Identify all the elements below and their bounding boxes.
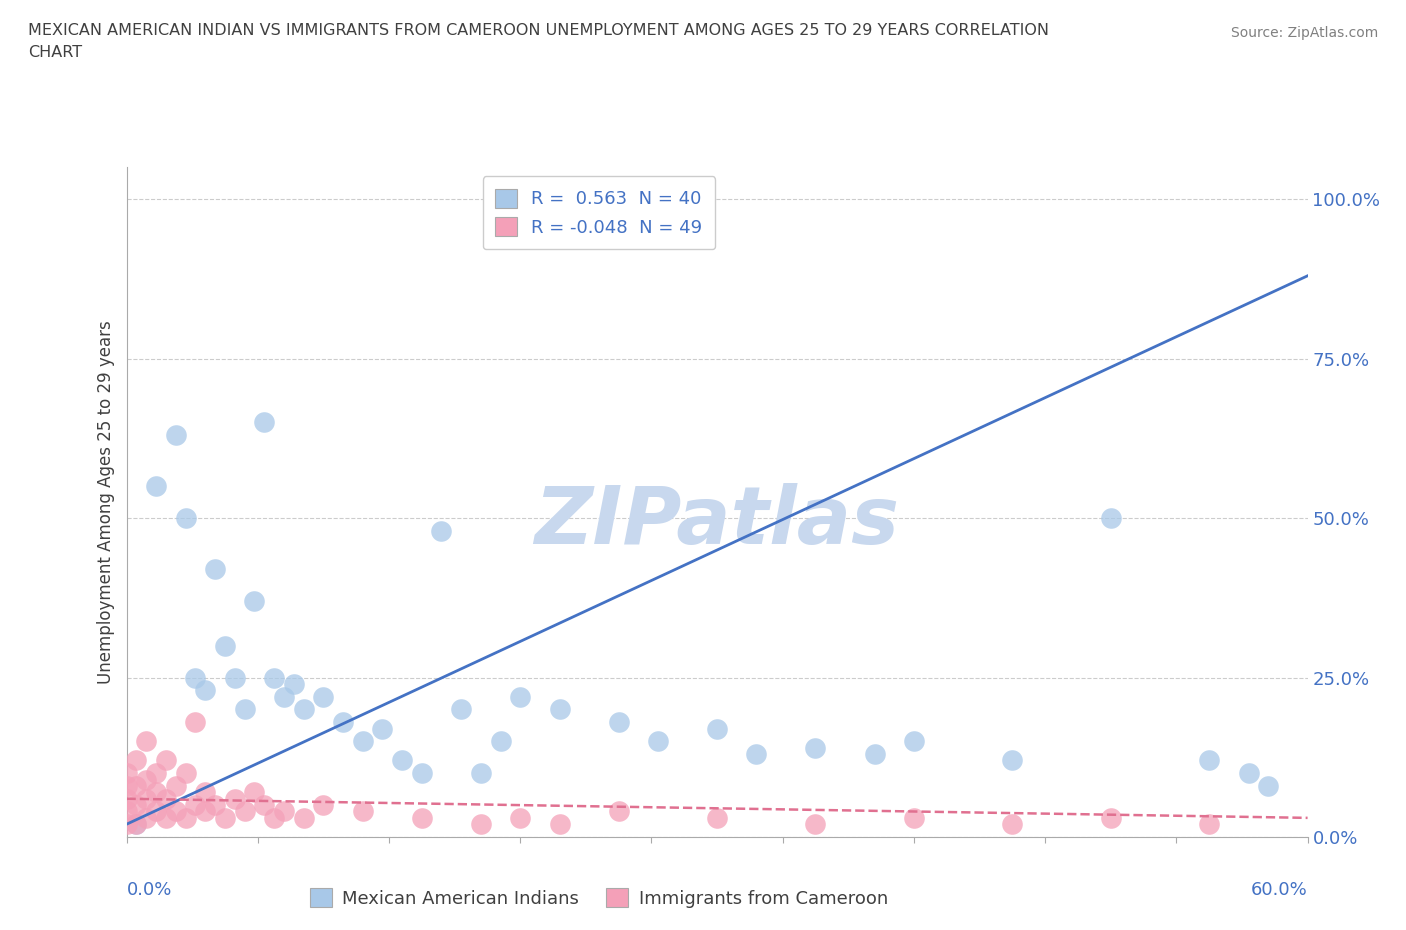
- Point: [1001, 817, 1024, 831]
- Point: [1099, 511, 1122, 525]
- Point: [135, 734, 157, 749]
- Point: [607, 804, 630, 819]
- Point: [125, 778, 148, 793]
- Point: [184, 671, 207, 685]
- Point: [253, 415, 276, 430]
- Point: [745, 747, 768, 762]
- Point: [115, 804, 138, 819]
- Point: [253, 798, 276, 813]
- Point: [115, 817, 138, 831]
- Point: [1237, 765, 1260, 780]
- Point: [194, 785, 217, 800]
- Point: [145, 479, 167, 494]
- Point: [214, 638, 236, 653]
- Point: [1001, 753, 1024, 768]
- Point: [135, 810, 157, 825]
- Legend: Mexican American Indians, Immigrants from Cameroon: Mexican American Indians, Immigrants fro…: [302, 882, 896, 915]
- Point: [273, 804, 295, 819]
- Point: [145, 765, 167, 780]
- Point: [1257, 778, 1279, 793]
- Point: [804, 817, 827, 831]
- Point: [903, 810, 925, 825]
- Y-axis label: Unemployment Among Ages 25 to 29 years: Unemployment Among Ages 25 to 29 years: [97, 320, 115, 684]
- Point: [145, 785, 167, 800]
- Point: [371, 721, 394, 736]
- Point: [184, 715, 207, 730]
- Text: Source: ZipAtlas.com: Source: ZipAtlas.com: [1230, 26, 1378, 40]
- Point: [312, 798, 335, 813]
- Point: [292, 810, 315, 825]
- Point: [273, 689, 295, 704]
- Point: [332, 715, 354, 730]
- Point: [125, 753, 148, 768]
- Point: [804, 740, 827, 755]
- Point: [548, 817, 571, 831]
- Point: [174, 511, 197, 525]
- Point: [155, 753, 177, 768]
- Point: [391, 753, 413, 768]
- Point: [430, 524, 453, 538]
- Point: [125, 817, 148, 831]
- Point: [263, 671, 285, 685]
- Point: [174, 810, 197, 825]
- Point: [312, 689, 335, 704]
- Point: [548, 702, 571, 717]
- Point: [233, 804, 256, 819]
- Point: [263, 810, 285, 825]
- Point: [706, 721, 728, 736]
- Point: [283, 676, 305, 691]
- Point: [863, 747, 886, 762]
- Point: [411, 765, 433, 780]
- Point: [145, 804, 167, 819]
- Point: [509, 810, 531, 825]
- Text: 0.0%: 0.0%: [127, 881, 172, 898]
- Point: [115, 765, 138, 780]
- Point: [204, 562, 226, 577]
- Point: [352, 804, 374, 819]
- Point: [706, 810, 728, 825]
- Point: [509, 689, 531, 704]
- Point: [184, 798, 207, 813]
- Text: MEXICAN AMERICAN INDIAN VS IMMIGRANTS FROM CAMEROON UNEMPLOYMENT AMONG AGES 25 T: MEXICAN AMERICAN INDIAN VS IMMIGRANTS FR…: [28, 23, 1049, 60]
- Point: [135, 791, 157, 806]
- Point: [155, 791, 177, 806]
- Text: 60.0%: 60.0%: [1251, 881, 1308, 898]
- Point: [125, 817, 148, 831]
- Point: [607, 715, 630, 730]
- Point: [125, 798, 148, 813]
- Point: [115, 791, 138, 806]
- Point: [1099, 810, 1122, 825]
- Point: [155, 810, 177, 825]
- Point: [903, 734, 925, 749]
- Point: [243, 593, 266, 608]
- Point: [352, 734, 374, 749]
- Point: [292, 702, 315, 717]
- Point: [243, 785, 266, 800]
- Point: [165, 428, 187, 443]
- Point: [470, 765, 492, 780]
- Point: [194, 804, 217, 819]
- Point: [165, 804, 187, 819]
- Point: [194, 683, 217, 698]
- Text: ZIPatlas: ZIPatlas: [534, 484, 900, 562]
- Point: [204, 798, 226, 813]
- Point: [224, 671, 246, 685]
- Point: [174, 765, 197, 780]
- Point: [470, 817, 492, 831]
- Point: [647, 734, 669, 749]
- Point: [214, 810, 236, 825]
- Point: [411, 810, 433, 825]
- Point: [165, 778, 187, 793]
- Point: [450, 702, 472, 717]
- Point: [1198, 817, 1220, 831]
- Point: [135, 772, 157, 787]
- Point: [233, 702, 256, 717]
- Point: [224, 791, 246, 806]
- Point: [489, 734, 512, 749]
- Point: [1198, 753, 1220, 768]
- Point: [115, 778, 138, 793]
